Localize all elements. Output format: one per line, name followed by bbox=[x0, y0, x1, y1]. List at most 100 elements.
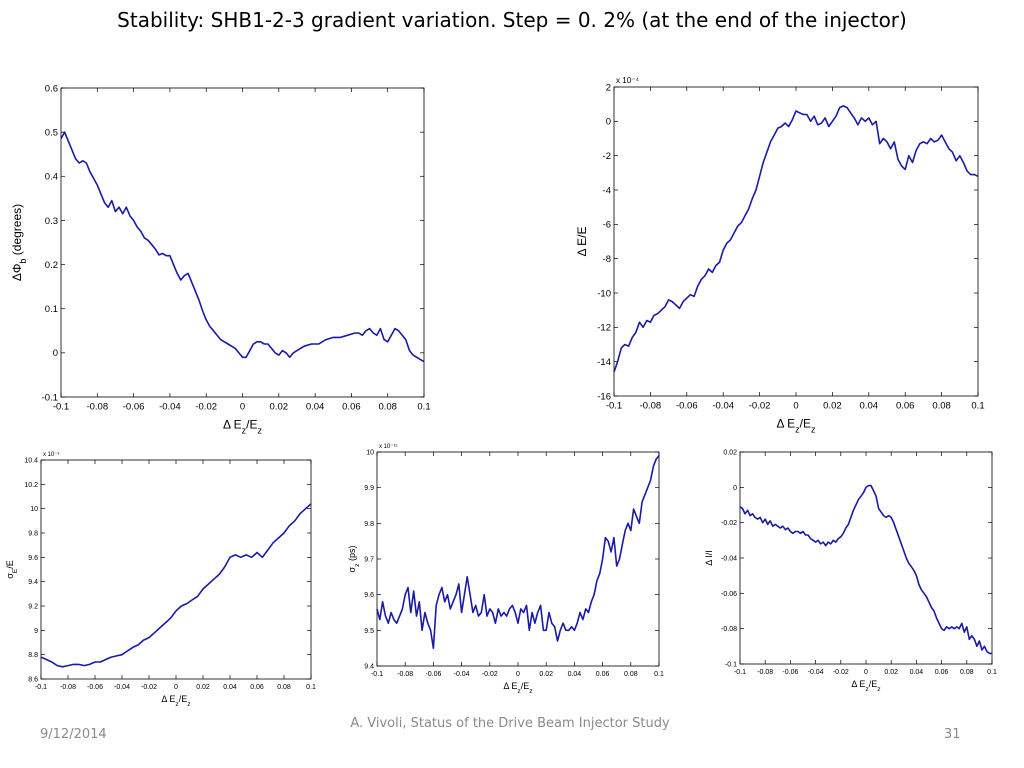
x-tick-label: 0.1 bbox=[971, 401, 984, 412]
x-label-part: /E bbox=[179, 694, 188, 704]
y-label-subscript: E bbox=[12, 568, 19, 573]
y-label-part: ΔΦ bbox=[10, 264, 24, 282]
x-label-part: /E bbox=[246, 418, 257, 432]
x-axis-label: Δ Ez/Ez bbox=[161, 694, 191, 708]
x-label-subscript: z bbox=[811, 425, 816, 435]
y-tick-label: 0.2 bbox=[45, 260, 58, 271]
x-tick-label: 0 bbox=[864, 669, 868, 676]
x-axis-label: Δ Ez/Ez bbox=[223, 418, 263, 436]
x-tick-label: 0.02 bbox=[884, 669, 898, 676]
y-label-part: /E bbox=[5, 560, 15, 569]
plot-frame bbox=[40, 459, 312, 680]
y-tick-label: 0.5 bbox=[45, 127, 58, 138]
x-tick-label: 0.02 bbox=[539, 671, 553, 678]
x-label-part: /E bbox=[800, 417, 811, 431]
x-tick-label: 0 bbox=[174, 684, 178, 691]
x-tick-label: 0.08 bbox=[932, 401, 951, 412]
x-tick-label: -0.02 bbox=[833, 669, 849, 676]
x-tick-label: -0.08 bbox=[757, 669, 773, 676]
y-label-subscript: z bbox=[354, 563, 361, 567]
y-tick-label: -6 bbox=[603, 220, 611, 231]
y-tick-label: 9.4 bbox=[28, 579, 38, 586]
y-tick-label: -4 bbox=[603, 185, 611, 196]
x-tick-label: -0.08 bbox=[60, 684, 76, 691]
x-tick-label: -0.08 bbox=[640, 401, 662, 412]
footer-author: A. Vivoli, Status of the Drive Beam Inje… bbox=[350, 716, 670, 731]
x-tick-label: -0.06 bbox=[87, 684, 103, 691]
x-tick-label: -0.02 bbox=[141, 684, 157, 691]
page-number: 31 bbox=[944, 727, 961, 742]
x-tick-label: 0.1 bbox=[987, 669, 997, 676]
y-tick-label: 10.2 bbox=[24, 482, 38, 489]
x-tick-label: -0.08 bbox=[86, 402, 108, 413]
x-tick-label: 0.02 bbox=[196, 684, 210, 691]
x-tick-label: -0.04 bbox=[114, 684, 130, 691]
y-tick-label: 0.6 bbox=[45, 83, 58, 94]
x-tick-label: 0.04 bbox=[568, 671, 582, 678]
y-tick-label: 0 bbox=[53, 348, 58, 359]
y-tick-label: 0.02 bbox=[723, 449, 737, 456]
x-label-part: Δ E bbox=[851, 679, 865, 689]
y-tick-label: 10 bbox=[366, 449, 374, 456]
x-tick-label: 0.02 bbox=[823, 401, 842, 412]
y-tick-label: 9.7 bbox=[364, 556, 374, 563]
y-axis-label: σz (ps) bbox=[347, 546, 361, 573]
x-tick-label: -0.04 bbox=[159, 402, 181, 413]
y-label-subscript: b bbox=[18, 259, 28, 264]
y-tick-label: 9.6 bbox=[28, 555, 38, 562]
y-tick-label: -16 bbox=[597, 391, 611, 402]
x-tick-label: 0.04 bbox=[910, 669, 924, 676]
x-tick-label: 0.08 bbox=[624, 671, 638, 678]
x-tick-label: 0.08 bbox=[277, 684, 291, 691]
plot-frame bbox=[60, 87, 425, 398]
x-label-subscript: z bbox=[865, 686, 869, 693]
x-label-part: Δ E bbox=[776, 417, 795, 431]
axis-exponent: x 10⁻⁴ bbox=[616, 76, 639, 85]
y-tick-label: 0.4 bbox=[45, 172, 58, 183]
x-tick-label: 0 bbox=[793, 401, 798, 412]
y-tick-label: -8 bbox=[603, 254, 611, 265]
y-label-part: (ps) bbox=[347, 546, 357, 564]
x-tick-label: 0.06 bbox=[596, 671, 610, 678]
y-tick-label: 9 bbox=[34, 628, 38, 635]
x-tick-label: -0.02 bbox=[195, 402, 217, 413]
y-tick-label: 9.5 bbox=[364, 628, 374, 635]
x-tick-label: -0.04 bbox=[454, 671, 470, 678]
y-axis-label: Δ E/E bbox=[575, 226, 589, 256]
y-label-part: Δ E/E bbox=[575, 226, 589, 256]
y-tick-label: -0.08 bbox=[721, 626, 737, 633]
x-tick-label: 0.06 bbox=[896, 401, 915, 412]
y-tick-label: -10 bbox=[597, 288, 611, 299]
y-tick-label: 8.6 bbox=[28, 676, 38, 683]
y-tick-label: 9.9 bbox=[364, 485, 374, 492]
x-tick-label: -0.06 bbox=[782, 669, 798, 676]
footer-date: 9/12/2014 bbox=[40, 727, 107, 742]
x-tick-label: 0.1 bbox=[417, 402, 430, 413]
x-tick-label: 0.08 bbox=[378, 402, 397, 413]
y-tick-label: -0.1 bbox=[42, 392, 58, 403]
y-tick-label: 0 bbox=[733, 485, 737, 492]
x-label-part: Δ E bbox=[161, 694, 175, 704]
y-tick-label: 0.3 bbox=[45, 216, 58, 227]
axis-exponent: x 10⁻³ bbox=[43, 452, 59, 458]
x-tick-label: -0.1 bbox=[371, 671, 383, 678]
x-axis-label: Δ Ez/Ez bbox=[776, 417, 816, 435]
y-tick-label: 9.6 bbox=[364, 592, 374, 599]
y-tick-label: -0.06 bbox=[721, 591, 737, 598]
y-axis-label: Δ I/I bbox=[704, 550, 714, 566]
y-axis-label: σE/E bbox=[5, 560, 19, 579]
x-label-part: /E bbox=[869, 679, 878, 689]
y-label-part: σ bbox=[347, 566, 357, 572]
x-tick-label: 0.04 bbox=[860, 401, 879, 412]
plot-frame bbox=[613, 86, 979, 397]
plot-frame bbox=[376, 451, 660, 667]
x-tick-label: 0.08 bbox=[960, 669, 974, 676]
x-tick-label: -0.1 bbox=[53, 402, 69, 413]
x-label-subscript: z bbox=[795, 425, 800, 435]
x-label-subscript: z bbox=[242, 426, 247, 436]
x-tick-label: 0 bbox=[516, 671, 520, 678]
x-tick-label: 0.1 bbox=[306, 684, 316, 691]
